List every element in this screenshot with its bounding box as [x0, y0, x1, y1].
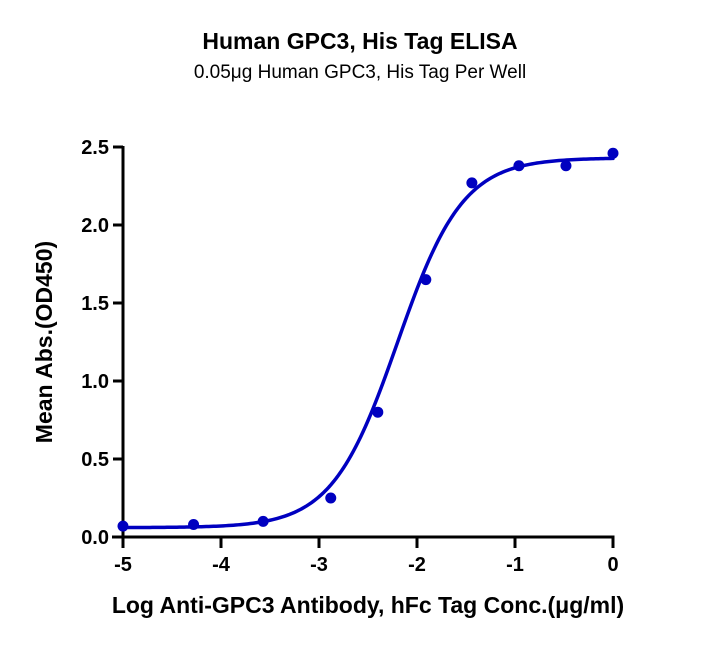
axes	[112, 146, 615, 548]
data-point	[188, 519, 200, 531]
x-tick-label: 0	[607, 554, 618, 576]
x-axis-title: Log Anti-GPC3 Antibody, hFc Tag Conc.(μg…	[112, 592, 624, 618]
x-axis-ticks: -5 -4 -3 -2 -1 0	[114, 537, 619, 576]
data-points	[117, 147, 619, 532]
y-tick-label: 1.5	[81, 293, 109, 315]
chart-title: Human GPC3, His Tag ELISA	[202, 28, 518, 54]
y-axis-ticks: 0.0 0.5 1.0 1.5 2.0 2.5	[81, 137, 123, 549]
chart-subtitle: 0.05μg Human GPC3, His Tag Per Well	[193, 62, 527, 83]
x-tick-label: -2	[408, 554, 426, 576]
data-point	[607, 147, 619, 159]
y-tick-label: 0.0	[81, 527, 109, 549]
data-point	[372, 406, 384, 418]
x-tick-label: -4	[212, 554, 231, 576]
x-tick-label: -5	[114, 554, 132, 576]
data-point	[513, 160, 525, 172]
data-point	[420, 274, 432, 286]
data-point	[117, 520, 129, 532]
y-tick-label: 2.0	[81, 215, 109, 237]
data-point	[325, 492, 337, 504]
y-axis-title: Mean Abs.(OD450)	[31, 241, 57, 443]
x-tick-label: -1	[506, 554, 524, 576]
y-tick-label: 0.5	[81, 449, 109, 471]
data-point	[257, 515, 269, 527]
data-point	[466, 177, 478, 189]
y-tick-label: 1.0	[81, 371, 109, 393]
x-tick-label: -3	[310, 554, 328, 576]
y-tick-label: 2.5	[81, 137, 109, 159]
fit-curve	[121, 156, 615, 530]
data-point	[560, 160, 572, 172]
